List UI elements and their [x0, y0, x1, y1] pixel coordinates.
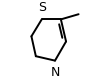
- Text: S: S: [38, 1, 46, 14]
- Text: N: N: [51, 66, 60, 79]
